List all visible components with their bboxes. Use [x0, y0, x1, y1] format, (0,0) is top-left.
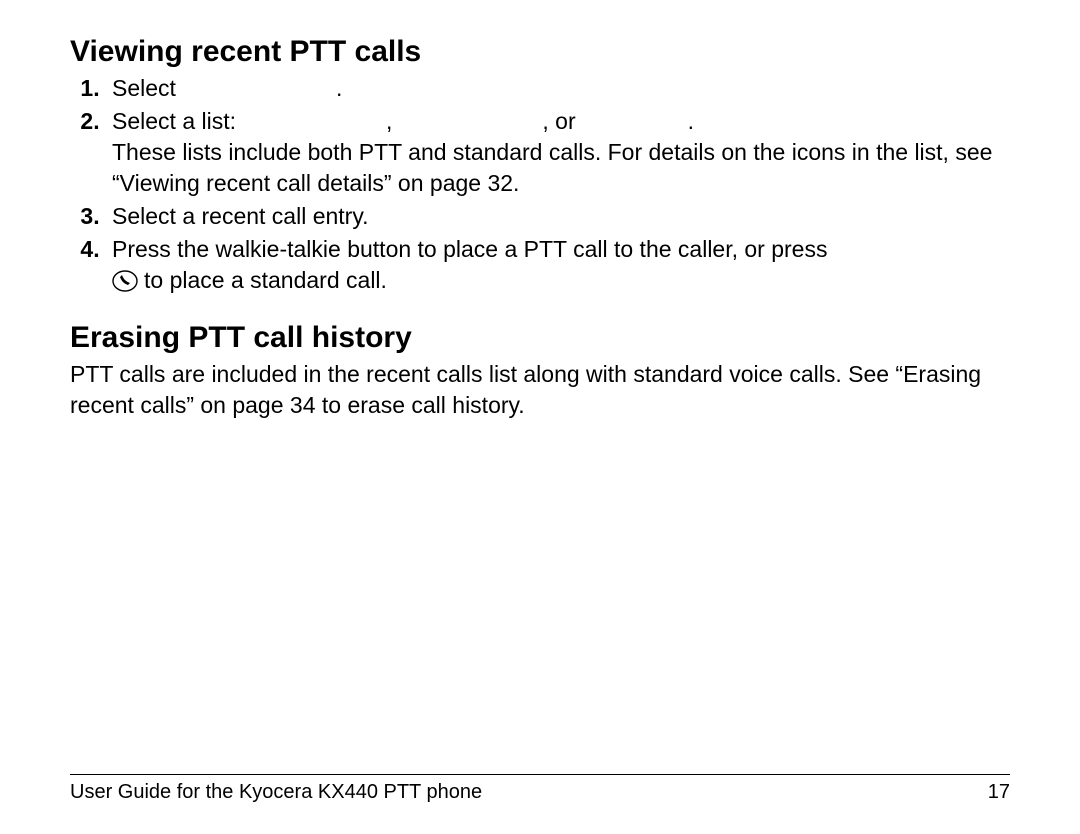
step-2: Select a list:, , or. These lists include…	[106, 106, 1010, 199]
heading-erasing-ptt-call-history: Erasing PTT call history	[70, 318, 1010, 357]
step-4-line2: to place a standard call.	[144, 267, 387, 293]
page-content: Viewing recent PTT calls Select. Select …	[70, 32, 1010, 774]
heading-viewing-recent-ptt-calls: Viewing recent PTT calls	[70, 32, 1010, 71]
step-2-or: , or	[542, 108, 575, 134]
step-4: Press the walkie-talkie button to place …	[106, 234, 1010, 300]
footer-doc-title: User Guide for the Kyocera KX440 PTT pho…	[70, 781, 482, 804]
step-1-prefix: Select	[112, 75, 176, 101]
footer-page-number: 17	[988, 781, 1010, 804]
steps-list-viewing: Select. Select a list:, , or. These lists…	[70, 73, 1010, 300]
step-3-text: Select a recent call entry.	[112, 203, 369, 229]
step-2-period: .	[688, 108, 694, 134]
step-2-detail: These lists include both PTT and standar…	[112, 137, 1010, 199]
step-1: Select.	[106, 73, 1010, 104]
page-footer: User Guide for the Kyocera KX440 PTT pho…	[70, 774, 1010, 804]
step-2-comma: ,	[386, 108, 392, 134]
step-1-period: .	[336, 75, 342, 101]
erasing-paragraph: PTT calls are included in the recent cal…	[70, 359, 1010, 421]
step-3: Select a recent call entry.	[106, 201, 1010, 232]
step-4-line1: Press the walkie-talkie button to place …	[112, 236, 827, 262]
step-2-prefix: Select a list:	[112, 108, 236, 134]
page-root: Viewing recent PTT calls Select. Select …	[0, 0, 1080, 834]
call-send-key-icon	[112, 269, 138, 300]
